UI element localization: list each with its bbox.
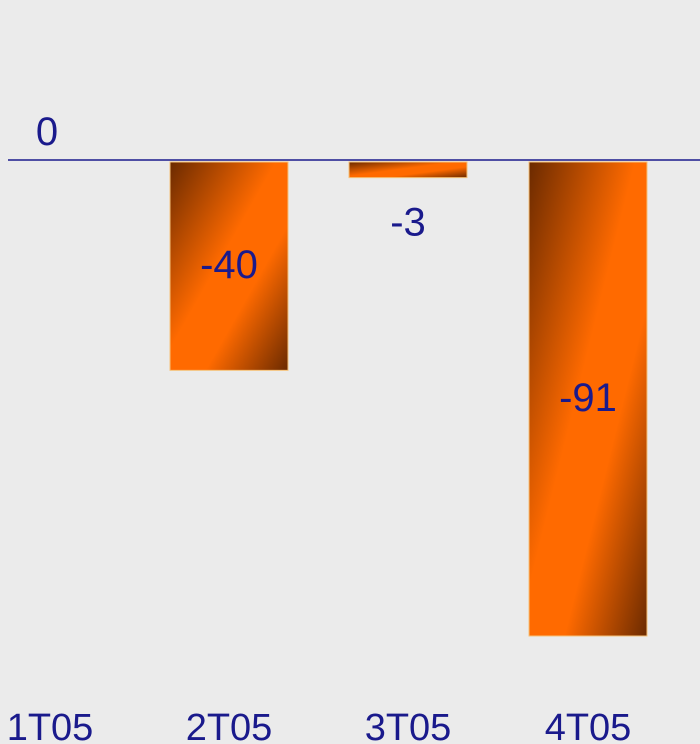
category-label-1T05: 1T05 xyxy=(7,707,94,744)
data-label-4T05: -91 xyxy=(559,376,617,420)
bar-series xyxy=(169,161,648,637)
bar-3T05 xyxy=(348,161,468,179)
data-labels: 0 -40 -3 -91 xyxy=(36,110,617,420)
category-labels: 1T05 2T05 3T05 4T05 xyxy=(7,707,632,744)
data-label-3T05: -3 xyxy=(390,201,426,245)
data-label-2T05: -40 xyxy=(200,243,258,287)
category-label-3T05: 3T05 xyxy=(365,707,452,744)
category-label-2T05: 2T05 xyxy=(186,707,273,744)
bar-2T05 xyxy=(169,161,289,371)
bar-4T05 xyxy=(528,161,648,637)
category-label-4T05: 4T05 xyxy=(545,707,632,744)
data-label-1T05: 0 xyxy=(36,110,58,154)
